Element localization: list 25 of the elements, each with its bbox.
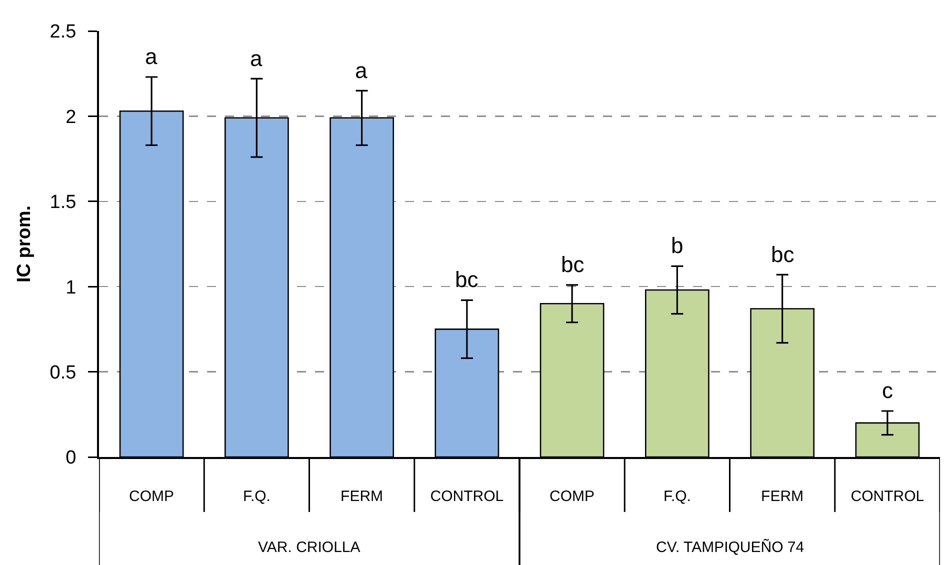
data-label: c <box>882 378 893 403</box>
data-label: bc <box>455 267 478 292</box>
x-tick-label: COMP <box>129 488 174 505</box>
y-tick-label: 1.5 <box>50 192 76 214</box>
text: VAR. CRIOLLA <box>258 539 360 556</box>
x-tick-label: FERM <box>340 488 384 505</box>
x-tick-label: COMP <box>550 488 595 505</box>
x-tick-label: FERM <box>761 488 804 505</box>
data-label: a <box>145 44 158 69</box>
data-label: bc <box>771 242 794 267</box>
y-tick-label: 1 <box>66 277 76 298</box>
y-tick-label: 2 <box>66 106 76 128</box>
x-tick-label: CONTROL <box>430 488 504 505</box>
data-label: a <box>250 46 263 71</box>
y-axis-title: IC prom. <box>14 205 36 283</box>
x-tick-label: F.Q. <box>242 488 270 505</box>
data-label: b <box>671 233 684 258</box>
x-tick-label: F.Q. <box>663 488 691 505</box>
x-tick-label: CONTROL <box>850 488 924 505</box>
y-tick-label: 0.5 <box>50 362 76 384</box>
data-label: bc <box>561 252 584 277</box>
data-label: a <box>355 58 368 83</box>
text: CV. TAMPIQUEÑO 74 <box>656 538 804 556</box>
y-tick-label: 0 <box>66 448 76 469</box>
y-tick-label: 2.5 <box>50 22 76 43</box>
